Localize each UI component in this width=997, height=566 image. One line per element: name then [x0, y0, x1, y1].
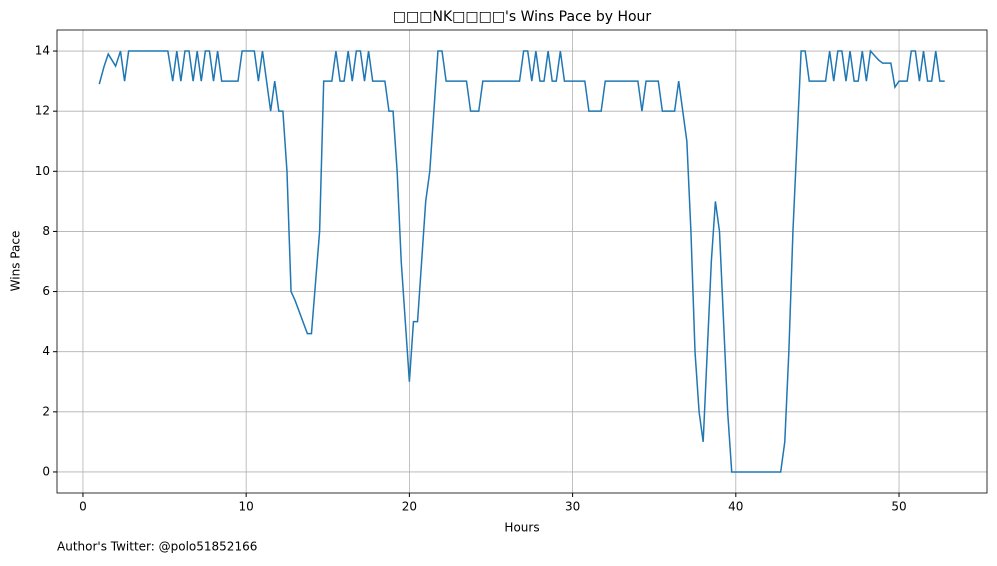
annotation: Author's Twitter: @polo51852166: [57, 540, 257, 554]
x-tick-label: 40: [728, 500, 743, 514]
y-tick-label: 14: [35, 44, 50, 58]
x-tick-label: 0: [79, 500, 87, 514]
y-tick-label: 6: [42, 284, 50, 298]
y-tick-label: 2: [42, 404, 50, 418]
y-tick-label: 12: [35, 104, 50, 118]
y-tick-label: 8: [42, 224, 50, 238]
x-tick-label: 30: [565, 500, 580, 514]
chart-title: □□□NK□□□□'s Wins Pace by Hour: [393, 9, 652, 25]
x-tick-label: 20: [402, 500, 417, 514]
x-axis-label: Hours: [504, 521, 539, 535]
y-tick-label: 0: [42, 464, 50, 478]
x-tick-label: 50: [891, 500, 906, 514]
y-axis-label: Wins Pace: [9, 231, 23, 292]
plot-frame: [56, 29, 988, 494]
data-line: [98, 49, 945, 473]
y-tick-label: 4: [42, 344, 50, 358]
x-tick-label: 10: [239, 500, 254, 514]
y-tick-label: 10: [35, 164, 50, 178]
